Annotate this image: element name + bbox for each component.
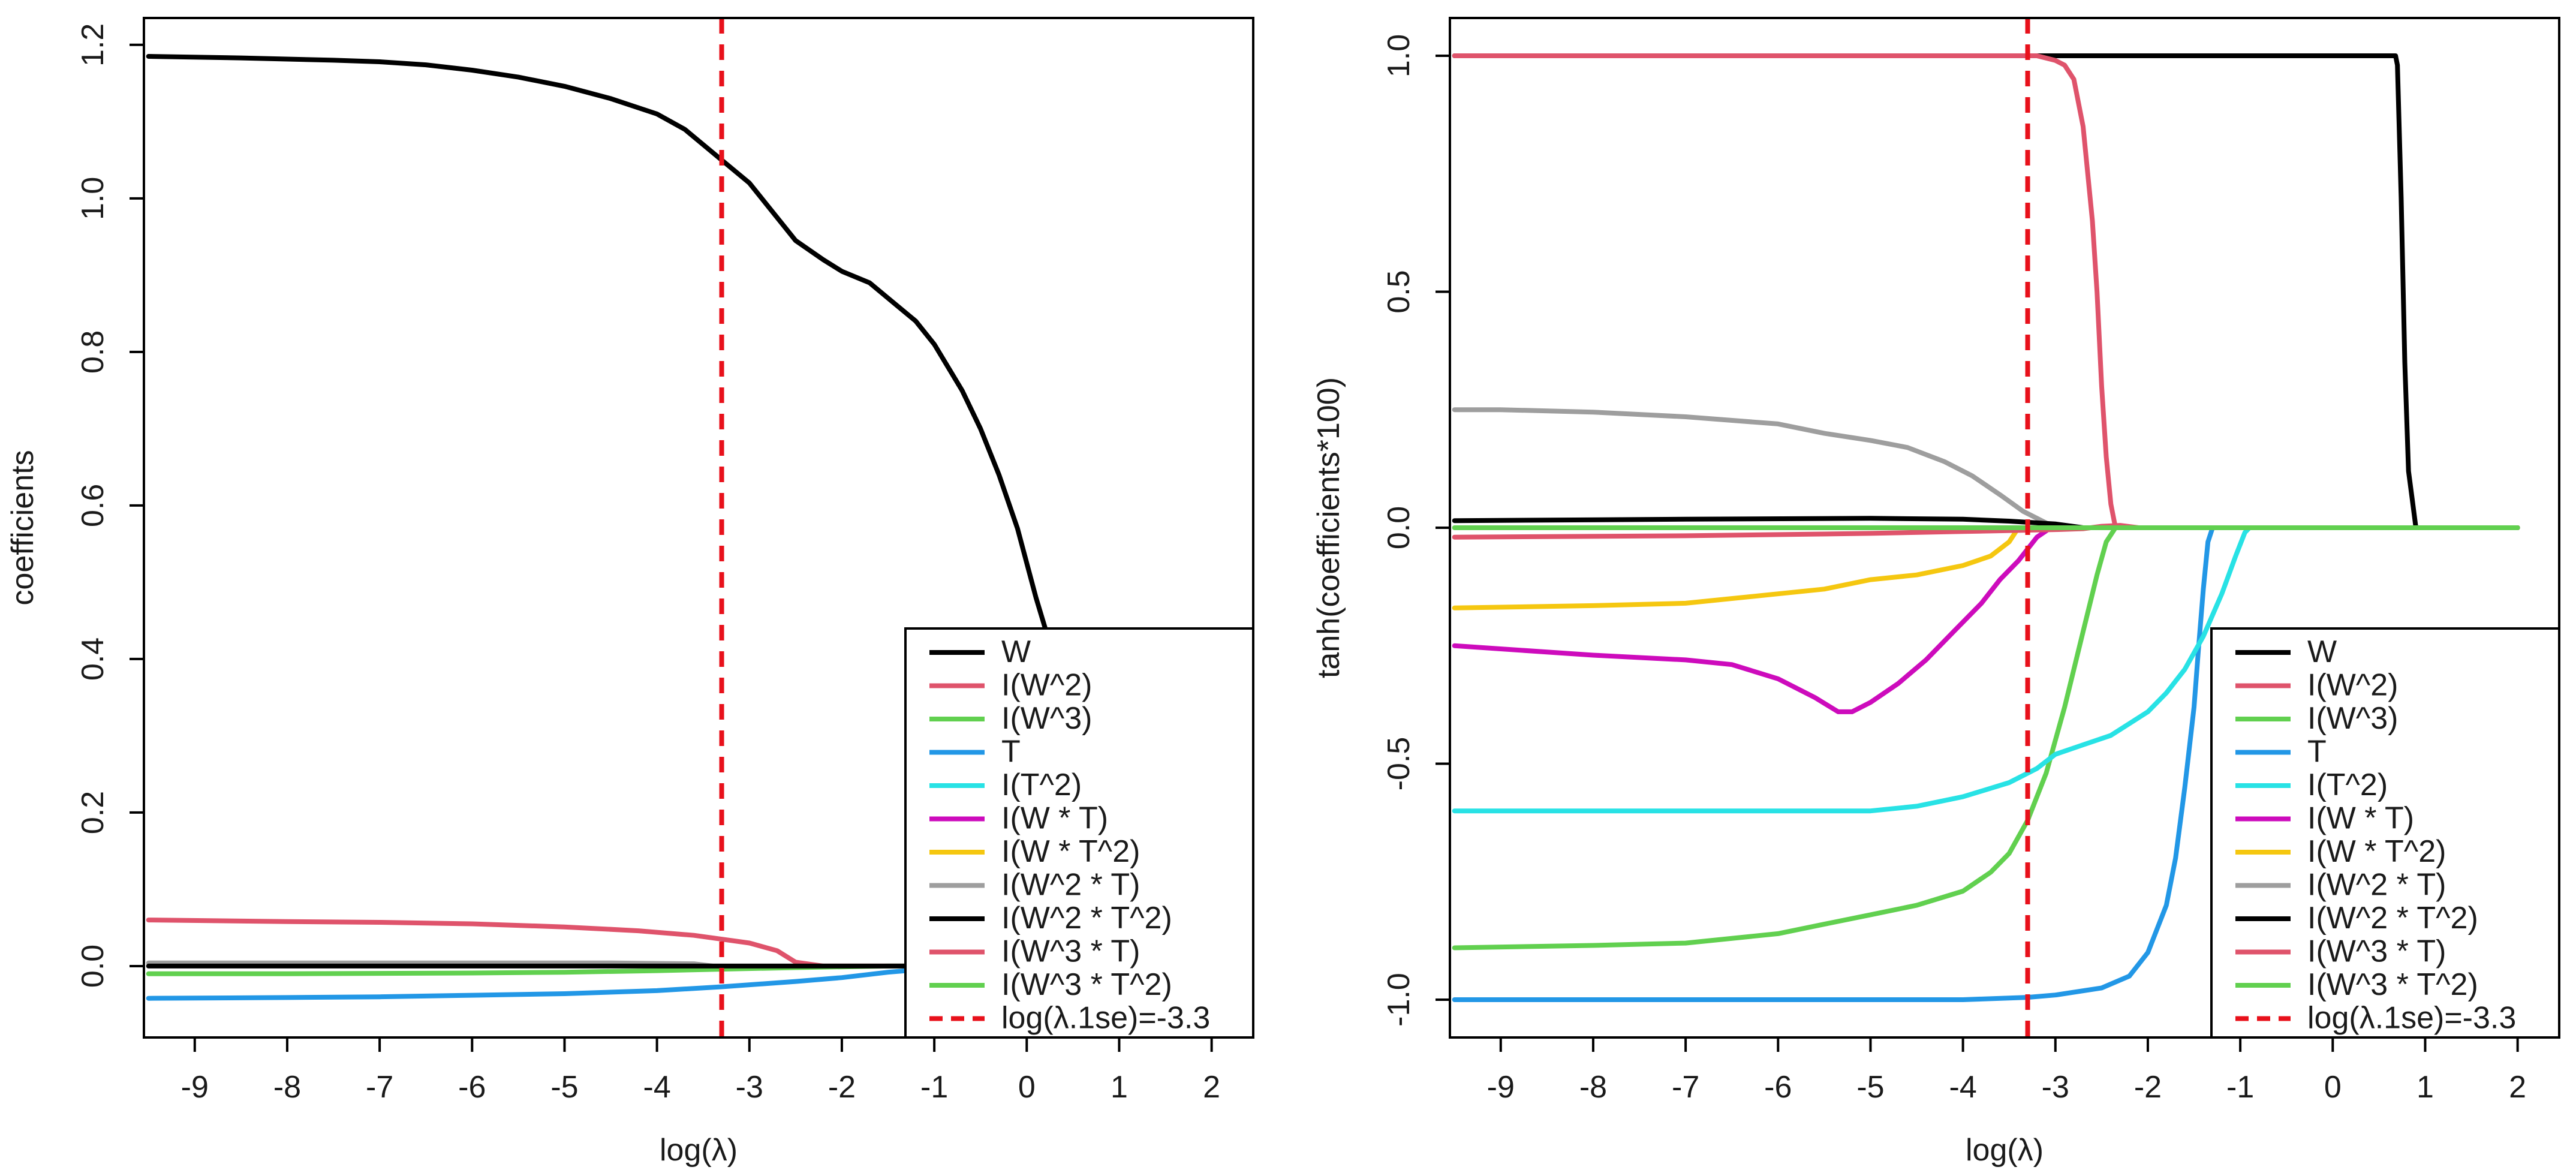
series-line-i-w-3 [1452, 525, 2520, 951]
legend-label-i-t-2: I(T^2) [1001, 768, 1082, 802]
x-tick-label: 1 [2416, 1070, 2434, 1105]
series-line-i-w-t-2 [1452, 525, 2520, 610]
left-coefficient-path-panel: WI(W^2)I(W^3)TI(T^2)I(W * T)I(W * T^2)I(… [5, 17, 1254, 1168]
x-tick-label: -7 [1672, 1070, 1699, 1105]
legend-label-w: W [2307, 634, 2337, 669]
y-axis-title: coefficients [5, 450, 40, 605]
legend-label-i-w-3-t: I(W^3 * T) [1001, 934, 1140, 969]
y-tick-label: 0.4 [76, 637, 110, 681]
legend-label-i-w-3: I(W^3) [2307, 701, 2398, 736]
x-tick-label: -8 [273, 1070, 301, 1105]
series-line-i-w-t [1452, 525, 2054, 714]
legend-label-i-w-t: I(W * T) [2307, 801, 2414, 836]
legend-label-i-w-3-t-2: I(W^3 * T^2) [2307, 967, 2478, 1002]
legend-label-i-w-2: I(W^2) [2307, 668, 2398, 703]
x-tick-label: 1 [1111, 1070, 1128, 1105]
x-tick-label: 0 [1018, 1070, 1036, 1105]
plot-frame [143, 17, 1254, 1039]
x-tick-label: -9 [181, 1070, 209, 1105]
series-line-i-w-2 [1452, 53, 2520, 530]
series-line-i-t-2 [1452, 525, 2520, 814]
legend-label-w: W [1001, 634, 1031, 669]
legend-label-i-w-3-t: I(W^3 * T) [2307, 934, 2446, 969]
x-axis: -9 -8 -7 -6 -5 -4 -3 -2 -1 0 1 2 log(λ) [181, 1037, 1220, 1168]
x-tick-label: 2 [2509, 1070, 2526, 1105]
x-tick-label: -5 [1856, 1070, 1884, 1105]
y-tick-label: 0.6 [76, 484, 110, 527]
y-axis: -1.0 -0.5 0.0 0.5 1.0 tanh(coefficients*100) [1311, 34, 1450, 1027]
legend-label-i-w-2-t-2: I(W^2 * T^2) [1001, 901, 1172, 936]
legend-label-t: T [2307, 735, 2327, 769]
y-tick-label: 0.2 [76, 791, 110, 834]
y-tick-label: 1.0 [1382, 34, 1416, 77]
legend-box [2210, 627, 2560, 1039]
x-tick-label: -6 [458, 1070, 486, 1105]
y-axis-title: tanh(coefficients*100) [1311, 377, 1346, 678]
legend-label-i-w-3-t-2: I(W^3 * T^2) [1001, 967, 1172, 1002]
x-tick-label: -1 [2226, 1070, 2254, 1105]
x-tick-label: -9 [1487, 1070, 1515, 1105]
x-tick-label: -4 [643, 1070, 671, 1105]
x-axis: -9 -8 -7 -6 -5 -4 -3 -2 -1 0 1 2 log(λ) [1487, 1037, 2526, 1168]
y-tick-label: 0.8 [76, 330, 110, 374]
y-tick-label: 1.0 [76, 177, 110, 220]
y-axis: 0.0 0.2 0.4 0.6 0.8 1.0 1.2 coefficients [5, 23, 144, 988]
series-line-w [146, 54, 1052, 646]
x-tick-label: -4 [1949, 1070, 1977, 1105]
series-line-t [1452, 525, 2520, 1002]
legend: WI(W^2)I(W^3)TI(T^2)I(W * T)I(W * T^2)I(… [904, 627, 1254, 1039]
right-tanh-coefficient-path-panel: WI(W^2)I(W^3)TI(T^2)I(W * T)I(W * T^2)I(… [1311, 17, 2560, 1168]
y-tick-label: -1.0 [1382, 973, 1416, 1027]
series-group [146, 54, 1214, 1001]
legend-label-i-w-t: I(W * T) [1001, 801, 1108, 836]
y-tick-label: 1.2 [76, 23, 110, 67]
x-tick-label: -2 [828, 1070, 856, 1105]
x-tick-label: 2 [1203, 1070, 1220, 1105]
x-tick-label: -8 [1579, 1070, 1607, 1105]
x-tick-label: -2 [2134, 1070, 2162, 1105]
legend-label-t: T [1001, 735, 1021, 769]
x-axis-title: log(λ) [1966, 1133, 2044, 1168]
x-tick-label: -6 [1764, 1070, 1792, 1105]
y-tick-label: -0.5 [1382, 737, 1416, 791]
y-tick-label: 0.5 [1382, 270, 1416, 313]
series-group [1452, 53, 2520, 1002]
legend-label-log-lambda-1se-3-3: log(λ.1se)=-3.3 [2307, 1001, 2516, 1036]
legend-label-i-w-2: I(W^2) [1001, 668, 1092, 703]
legend-label-i-w-3: I(W^3) [1001, 701, 1092, 736]
y-tick-label: 0.0 [76, 945, 110, 988]
series-line-i-w-2-t [1452, 407, 2520, 530]
legend-label-i-w-t-2: I(W * T^2) [1001, 834, 1140, 869]
legend-label-i-w-2-t: I(W^2 * T) [2307, 868, 2446, 903]
legend: WI(W^2)I(W^3)TI(T^2)I(W * T)I(W * T^2)I(… [2210, 627, 2560, 1039]
series-line-w [1452, 53, 2520, 530]
legend-label-i-t-2: I(T^2) [2307, 768, 2388, 802]
x-tick-label: -3 [2042, 1070, 2069, 1105]
legend-label-log-lambda-1se-3-3: log(λ.1se)=-3.3 [1001, 1001, 1210, 1036]
y-tick-label: 0.0 [1382, 506, 1416, 549]
x-tick-label: -7 [366, 1070, 393, 1105]
x-tick-label: -3 [736, 1070, 763, 1105]
legend-label-i-w-2-t: I(W^2 * T) [1001, 868, 1140, 903]
x-tick-label: -5 [550, 1070, 578, 1105]
legend-label-i-w-t-2: I(W * T^2) [2307, 834, 2446, 869]
x-axis-title: log(λ) [660, 1133, 738, 1168]
x-tick-label: -1 [920, 1070, 948, 1105]
legend-label-i-w-2-t-2: I(W^2 * T^2) [2307, 901, 2478, 936]
x-tick-label: 0 [2324, 1070, 2342, 1105]
